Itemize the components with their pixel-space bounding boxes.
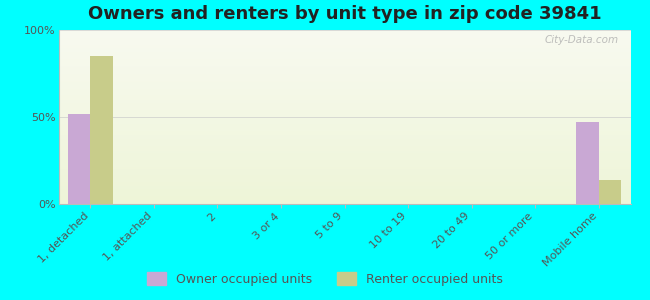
Bar <box>577 122 599 204</box>
Bar <box>599 180 621 204</box>
Legend: Owner occupied units, Renter occupied units: Owner occupied units, Renter occupied un… <box>142 267 508 291</box>
Bar <box>68 113 90 204</box>
Title: Owners and renters by unit type in zip code 39841: Owners and renters by unit type in zip c… <box>88 5 601 23</box>
Text: City-Data.com: City-Data.com <box>545 35 619 45</box>
Bar <box>90 56 112 204</box>
